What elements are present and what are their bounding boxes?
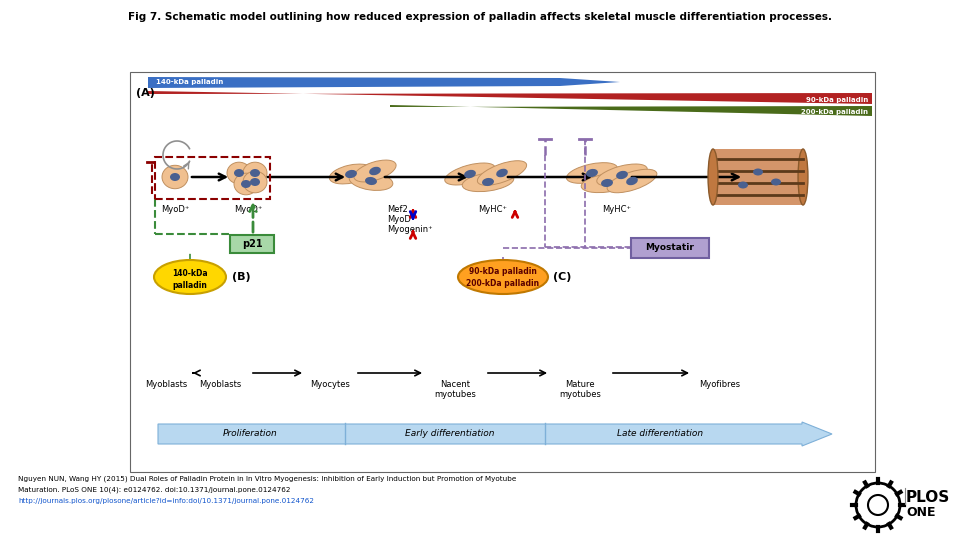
Ellipse shape bbox=[753, 168, 763, 176]
Ellipse shape bbox=[243, 171, 267, 193]
Text: Maturation. PLoS ONE 10(4): e0124762. doi:10.1371/journal.pone.0124762: Maturation. PLoS ONE 10(4): e0124762. do… bbox=[18, 487, 291, 493]
Ellipse shape bbox=[771, 179, 781, 186]
Text: 90-kDa palladin: 90-kDa palladin bbox=[805, 97, 868, 103]
Text: Mef2: Mef2 bbox=[387, 205, 408, 214]
FancyBboxPatch shape bbox=[713, 149, 803, 205]
Ellipse shape bbox=[250, 169, 260, 177]
Ellipse shape bbox=[477, 161, 527, 185]
Text: Mature
myotubes: Mature myotubes bbox=[559, 380, 601, 400]
Ellipse shape bbox=[607, 169, 657, 193]
Text: MyoD⁺: MyoD⁺ bbox=[161, 205, 189, 214]
Text: MyHC⁺: MyHC⁺ bbox=[603, 205, 632, 214]
Text: (B): (B) bbox=[232, 272, 251, 282]
FancyBboxPatch shape bbox=[631, 238, 709, 258]
Ellipse shape bbox=[250, 178, 260, 186]
Text: MyHC⁺: MyHC⁺ bbox=[478, 205, 508, 214]
Ellipse shape bbox=[798, 149, 808, 205]
Text: (C): (C) bbox=[553, 272, 571, 282]
Text: MyoD⁺: MyoD⁺ bbox=[234, 205, 262, 214]
Ellipse shape bbox=[462, 172, 514, 192]
Polygon shape bbox=[390, 105, 872, 116]
Ellipse shape bbox=[458, 260, 548, 294]
Text: Nacent
myotubes: Nacent myotubes bbox=[434, 380, 476, 400]
Ellipse shape bbox=[227, 162, 251, 184]
Ellipse shape bbox=[738, 181, 748, 188]
Text: 200-kDa palladin: 200-kDa palladin bbox=[467, 280, 540, 288]
Text: PLOS: PLOS bbox=[906, 489, 950, 504]
Ellipse shape bbox=[349, 172, 393, 191]
Ellipse shape bbox=[354, 160, 396, 182]
Ellipse shape bbox=[234, 173, 258, 195]
Text: palladin: palladin bbox=[173, 280, 207, 289]
Ellipse shape bbox=[566, 163, 617, 184]
Ellipse shape bbox=[708, 149, 718, 205]
Ellipse shape bbox=[162, 165, 188, 188]
Ellipse shape bbox=[154, 260, 226, 294]
Text: Myocytes: Myocytes bbox=[310, 380, 350, 389]
Ellipse shape bbox=[482, 178, 494, 186]
FancyBboxPatch shape bbox=[230, 235, 274, 253]
Text: 140-kDa palladin: 140-kDa palladin bbox=[156, 79, 224, 85]
Text: Fig 7. Schematic model outlining how reduced expression of palladin affects skel: Fig 7. Schematic model outlining how red… bbox=[128, 12, 832, 22]
Ellipse shape bbox=[601, 179, 613, 187]
Ellipse shape bbox=[626, 177, 637, 185]
Text: Myoblasts: Myoblasts bbox=[145, 380, 187, 389]
Text: p21: p21 bbox=[242, 239, 262, 249]
Text: 200-kDa palladin: 200-kDa palladin bbox=[801, 109, 868, 115]
Text: Proliferation: Proliferation bbox=[223, 429, 277, 437]
Ellipse shape bbox=[243, 162, 267, 184]
Text: 140-kDa: 140-kDa bbox=[172, 269, 207, 279]
Ellipse shape bbox=[464, 170, 476, 178]
Text: Myostatir: Myostatir bbox=[645, 244, 694, 253]
Text: (A): (A) bbox=[136, 88, 155, 98]
Text: http://journals.plos.org/plosone/article?id=info:doi/10.1371/journal.pone.012476: http://journals.plos.org/plosone/article… bbox=[18, 498, 314, 504]
FancyArrow shape bbox=[158, 422, 832, 446]
Text: ONE: ONE bbox=[906, 505, 935, 518]
Ellipse shape bbox=[581, 173, 633, 193]
Text: Late differentiation: Late differentiation bbox=[617, 429, 703, 437]
Polygon shape bbox=[148, 77, 560, 88]
Ellipse shape bbox=[444, 163, 495, 185]
Ellipse shape bbox=[370, 167, 381, 176]
Ellipse shape bbox=[241, 180, 251, 188]
Ellipse shape bbox=[234, 169, 244, 177]
Ellipse shape bbox=[597, 164, 647, 186]
Text: Myofibres: Myofibres bbox=[700, 380, 740, 389]
Text: Myogenin⁺: Myogenin⁺ bbox=[387, 225, 433, 234]
Text: Myoblasts: Myoblasts bbox=[199, 380, 241, 389]
Ellipse shape bbox=[586, 169, 598, 177]
Ellipse shape bbox=[365, 177, 377, 185]
Text: Nguyen NUN, Wang HY (2015) Dual Roles of Palladin Protein in In Vitro Myogenesis: Nguyen NUN, Wang HY (2015) Dual Roles of… bbox=[18, 476, 516, 482]
Text: Early differentiation: Early differentiation bbox=[405, 429, 494, 437]
FancyBboxPatch shape bbox=[130, 72, 875, 472]
Ellipse shape bbox=[329, 164, 372, 184]
Polygon shape bbox=[148, 91, 872, 104]
Text: MyoD⁺: MyoD⁺ bbox=[387, 215, 416, 224]
Ellipse shape bbox=[345, 170, 357, 178]
Ellipse shape bbox=[616, 171, 628, 179]
Ellipse shape bbox=[170, 173, 180, 181]
Polygon shape bbox=[560, 78, 620, 86]
Text: 90-kDa palladin: 90-kDa palladin bbox=[469, 267, 537, 276]
Ellipse shape bbox=[496, 168, 508, 177]
